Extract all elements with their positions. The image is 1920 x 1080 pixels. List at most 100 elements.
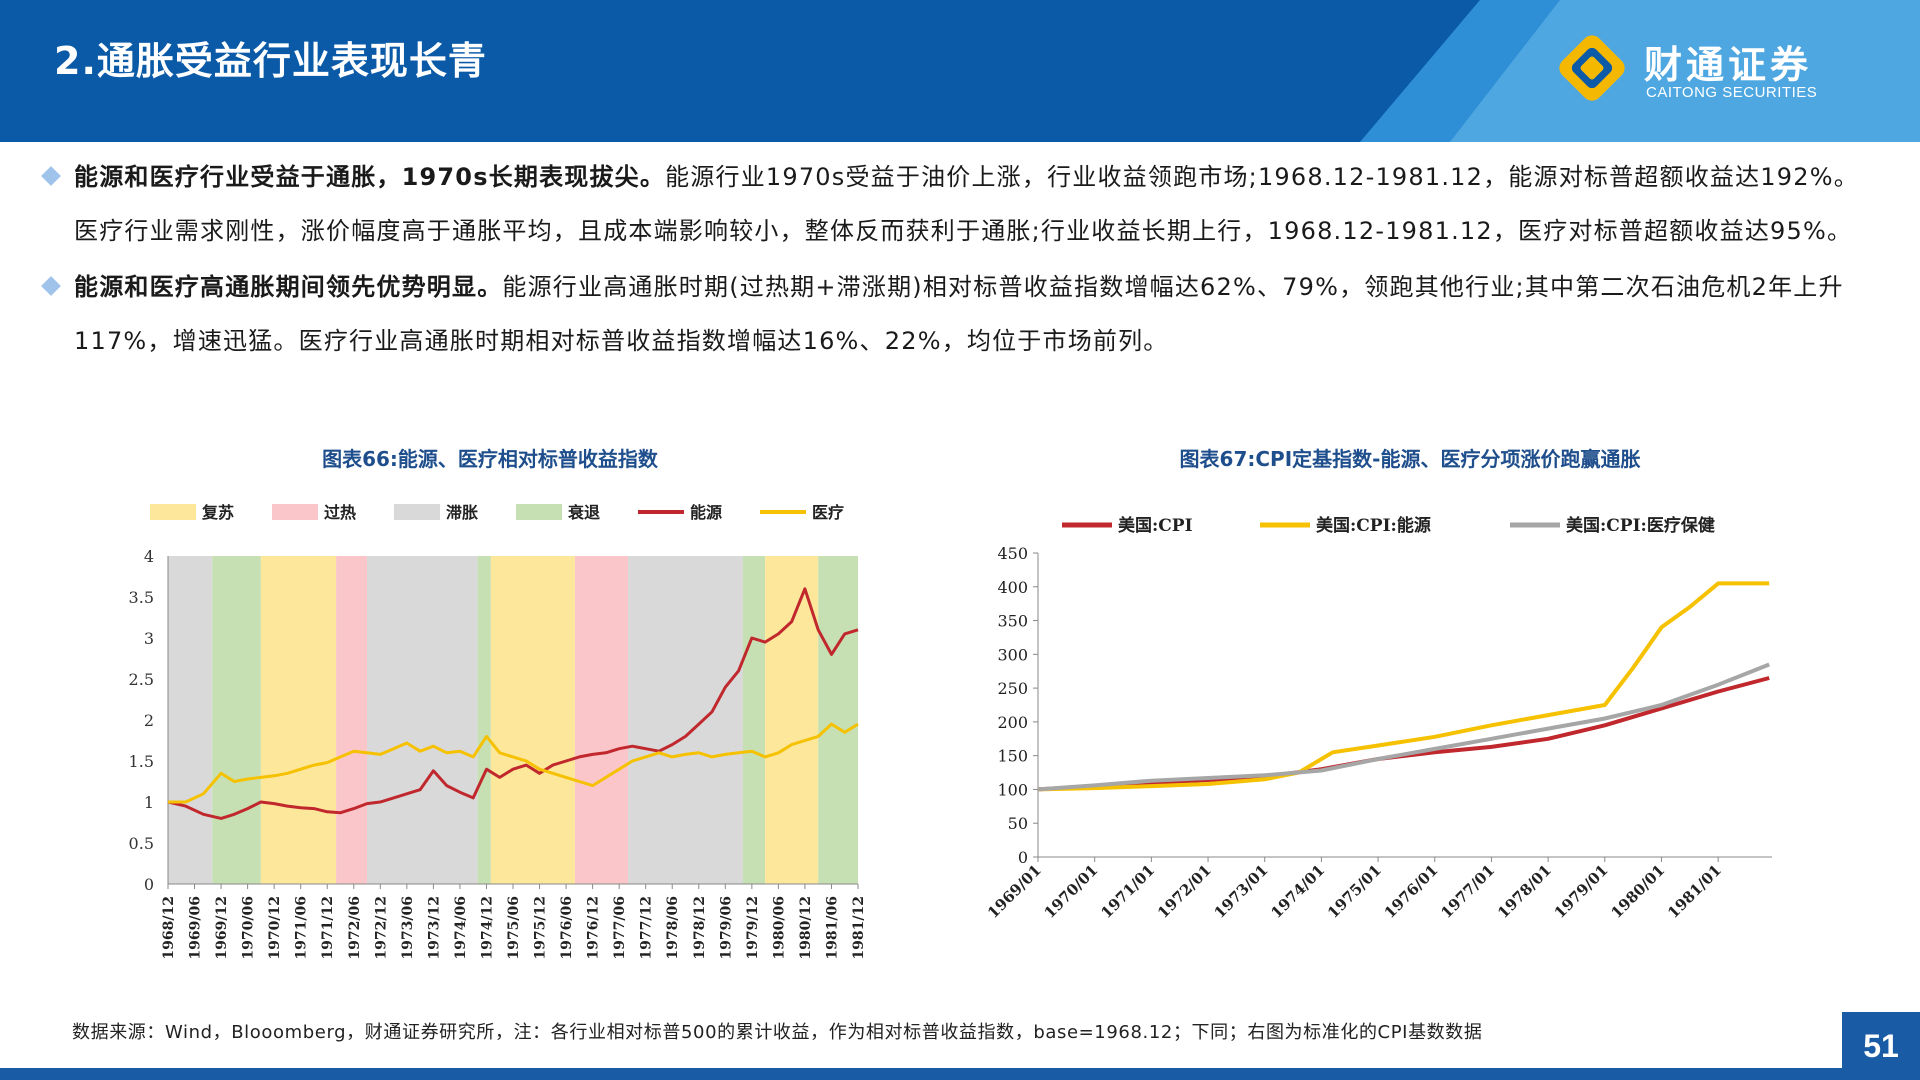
- x-tick-label: 1972/01: [1154, 861, 1215, 922]
- legend-swatch: [516, 504, 562, 520]
- y-tick-label: 50: [1008, 814, 1028, 833]
- energy-series-line: [167, 587, 859, 820]
- phase-band: [765, 556, 819, 884]
- legend-swatch: [150, 504, 196, 520]
- x-tick-label: 1968/12: [161, 896, 177, 960]
- x-tick-label: 1981/12: [851, 896, 867, 960]
- cpi-index-chart: 0 50 100 150 200 250 300 350 400 450 1969/011970/0…: [984, 515, 1772, 922]
- phase-band: [574, 556, 628, 884]
- y-tick-label: 1: [144, 793, 154, 812]
- x-tick-label: 1970/01: [1041, 861, 1102, 922]
- x-tick-label: 1971/06: [294, 896, 310, 960]
- data-source-note: 数据来源：Wind，Blooomberg，财通证券研究所，注：各行业相对标普50…: [72, 1022, 1483, 1043]
- x-tick-label: 1976/12: [586, 896, 602, 960]
- x-tick-label: 1976/06: [559, 896, 575, 960]
- x-tick-label: 1971/01: [1097, 861, 1158, 922]
- y-tick-label: 1.5: [129, 752, 154, 771]
- x-tick-label: 1977/06: [612, 896, 628, 960]
- x-tick-label: 1975/12: [533, 896, 549, 960]
- x-tick-label: 1976/01: [1381, 861, 1442, 922]
- x-tick-label: 1978/12: [692, 896, 708, 960]
- phase-band: [212, 556, 261, 884]
- phase-band: [477, 556, 491, 884]
- legend-swatch: [272, 504, 318, 520]
- bullet-text: 能源行业1970s受益于油价上涨，行业收益领跑市场;1968.12-1981.1…: [74, 163, 1859, 245]
- x-tick-label: 1977/01: [1437, 861, 1498, 922]
- x-tick-label: 1979/01: [1551, 861, 1612, 922]
- y-tick-label: 450: [997, 544, 1028, 563]
- phase-band: [336, 556, 368, 884]
- y-tick-label: 2.5: [129, 670, 154, 689]
- phase-band: [168, 556, 213, 884]
- x-tick-label: 1974/12: [479, 896, 495, 960]
- legend-label: 滞胀: [446, 503, 478, 522]
- logo-text-en: CAITONG SECURITIES: [1646, 84, 1818, 101]
- x-tick-label: 1974/06: [453, 896, 469, 960]
- x-tick-label: 1980/06: [771, 896, 787, 960]
- phase-band: [260, 556, 337, 884]
- bullet-text: 能源行业高通胀时期(过热期+滞涨期)相对标普收益指数增幅达62%、79%，领跑其…: [74, 273, 1844, 355]
- y-tick-label: 0.5: [129, 834, 154, 853]
- x-tick-label: 1970/06: [241, 896, 257, 960]
- y-tick-label: 4: [144, 547, 154, 566]
- bullet-lead: 能源和医疗行业受益于通胀，1970s长期表现拔尖。: [74, 163, 666, 191]
- y-tick-label: 300: [997, 645, 1028, 664]
- x-tick-label: 1975/06: [506, 896, 522, 960]
- diamond-bullet-icon: [41, 276, 61, 296]
- x-tick-label: 1979/12: [745, 896, 761, 960]
- x-tick-label: 1970/12: [267, 896, 283, 960]
- y-tick-label: 400: [997, 578, 1028, 597]
- x-tick-label: 1969/01: [984, 861, 1045, 922]
- phase-band: [490, 556, 575, 884]
- x-tick-label: 1972/12: [373, 896, 389, 960]
- x-tick-label: 1973/12: [426, 896, 442, 960]
- y-tick-label: 0: [144, 875, 154, 894]
- phase-band: [818, 556, 858, 884]
- x-tick-label: 1973/06: [400, 896, 416, 960]
- x-tick-label: 1980/01: [1607, 861, 1668, 922]
- y-tick-label: 100: [997, 780, 1028, 799]
- y-tick-label: 3: [144, 629, 154, 648]
- legend-swatch: [394, 504, 440, 520]
- bullet-item: 能源和医疗高通胀期间领先优势明显。能源行业高通胀时期(过热期+滞涨期)相对标普收…: [40, 260, 1860, 368]
- bullet-item: 能源和医疗行业受益于通胀，1970s长期表现拔尖。能源行业1970s受益于油价上…: [40, 150, 1860, 258]
- header-bar: 2.通胀受益行业表现长青 财通证券 CAITONG SECURITIES: [0, 0, 1920, 142]
- diamond-bullet-icon: [41, 166, 61, 186]
- cpi-series-line: [1037, 676, 1770, 792]
- legend-label: 美国:CPI: [1118, 515, 1193, 536]
- legend-label: 能源: [690, 503, 722, 522]
- x-tick-label: 1979/06: [718, 896, 734, 960]
- legend-label: 衰退: [567, 503, 600, 522]
- page-number: 51: [1842, 1012, 1920, 1080]
- legend-label: 医疗: [812, 503, 844, 522]
- x-tick-label: 1978/01: [1494, 861, 1555, 922]
- right-chart-title: 图表67:CPI定基指数-能源、医疗分项涨价跑赢通胀: [1179, 447, 1641, 471]
- cpi-energy-series-line: [1037, 581, 1770, 792]
- x-tick-label: 1969/06: [188, 896, 204, 960]
- x-tick-label: 1971/12: [320, 896, 336, 960]
- y-tick-label: 350: [997, 612, 1028, 631]
- bullet-list: 能源和医疗行业受益于通胀，1970s长期表现拔尖。能源行业1970s受益于油价上…: [40, 150, 1860, 368]
- caitong-logo-icon: [1559, 35, 1625, 101]
- cpi-healthcare-series-line: [1037, 662, 1770, 792]
- bullet-lead: 能源和医疗高通胀期间领先优势明显。: [74, 273, 503, 301]
- x-tick-label: 1978/06: [665, 896, 681, 960]
- y-tick-label: 150: [997, 747, 1028, 766]
- bottom-bar: [0, 1068, 1842, 1080]
- x-tick-label: 1974/01: [1267, 861, 1328, 922]
- x-tick-label: 1981/06: [824, 896, 840, 960]
- y-tick-label: 3.5: [129, 588, 154, 607]
- y-tick-label: 2: [144, 711, 154, 730]
- x-tick-label: 1977/12: [639, 896, 655, 960]
- company-logo: 财通证券 CAITONG SECURITIES: [1552, 28, 1882, 108]
- y-tick-label: 250: [997, 679, 1028, 698]
- x-tick-label: 1969/12: [214, 896, 230, 960]
- legend-label: 美国:CPI:能源: [1316, 515, 1431, 536]
- legend-label: 过热: [324, 503, 356, 522]
- y-tick-label: 0: [1018, 848, 1028, 867]
- x-tick-label: 1972/06: [347, 896, 363, 960]
- legend-label: 复苏: [201, 503, 234, 522]
- phase-band: [367, 556, 478, 884]
- x-tick-label: 1980/12: [798, 896, 814, 960]
- phase-band: [628, 556, 743, 884]
